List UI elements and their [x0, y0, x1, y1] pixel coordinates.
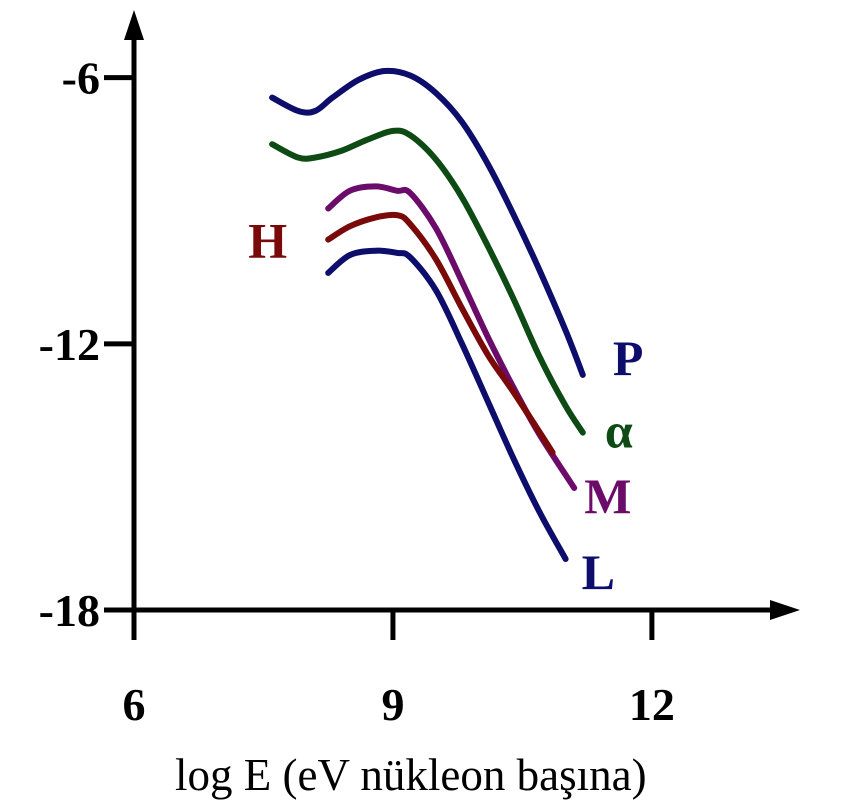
y-tick-label: -12 — [39, 319, 100, 370]
series-label-M: M — [584, 468, 631, 524]
series-labels: PαM H L — [248, 213, 643, 600]
x-axis-title: log E (eV nükleon başına) — [175, 750, 647, 800]
series-line-α — [269, 127, 586, 436]
x-axis-arrow — [770, 600, 800, 620]
y-tick-label: -6 — [62, 53, 100, 104]
x-tick-label: 9 — [381, 679, 404, 730]
series-label-P: P — [613, 330, 644, 386]
y-tick-label: -18 — [39, 585, 100, 636]
series-label-α: α — [605, 403, 633, 459]
series-label-H: H — [248, 213, 287, 269]
ticks: 6 9 12 -6 -12 -18 — [39, 53, 675, 730]
series-line-M — [325, 183, 578, 491]
series-line-L — [325, 247, 569, 562]
y-axis-arrow — [124, 10, 144, 40]
x-tick-label: 12 — [629, 679, 675, 730]
series-line-H — [325, 211, 556, 456]
series-lines — [269, 67, 586, 562]
series-line-P — [269, 67, 586, 378]
x-tick-label: 6 — [123, 679, 146, 730]
series-label-L: L — [582, 544, 615, 600]
axes — [124, 10, 800, 620]
